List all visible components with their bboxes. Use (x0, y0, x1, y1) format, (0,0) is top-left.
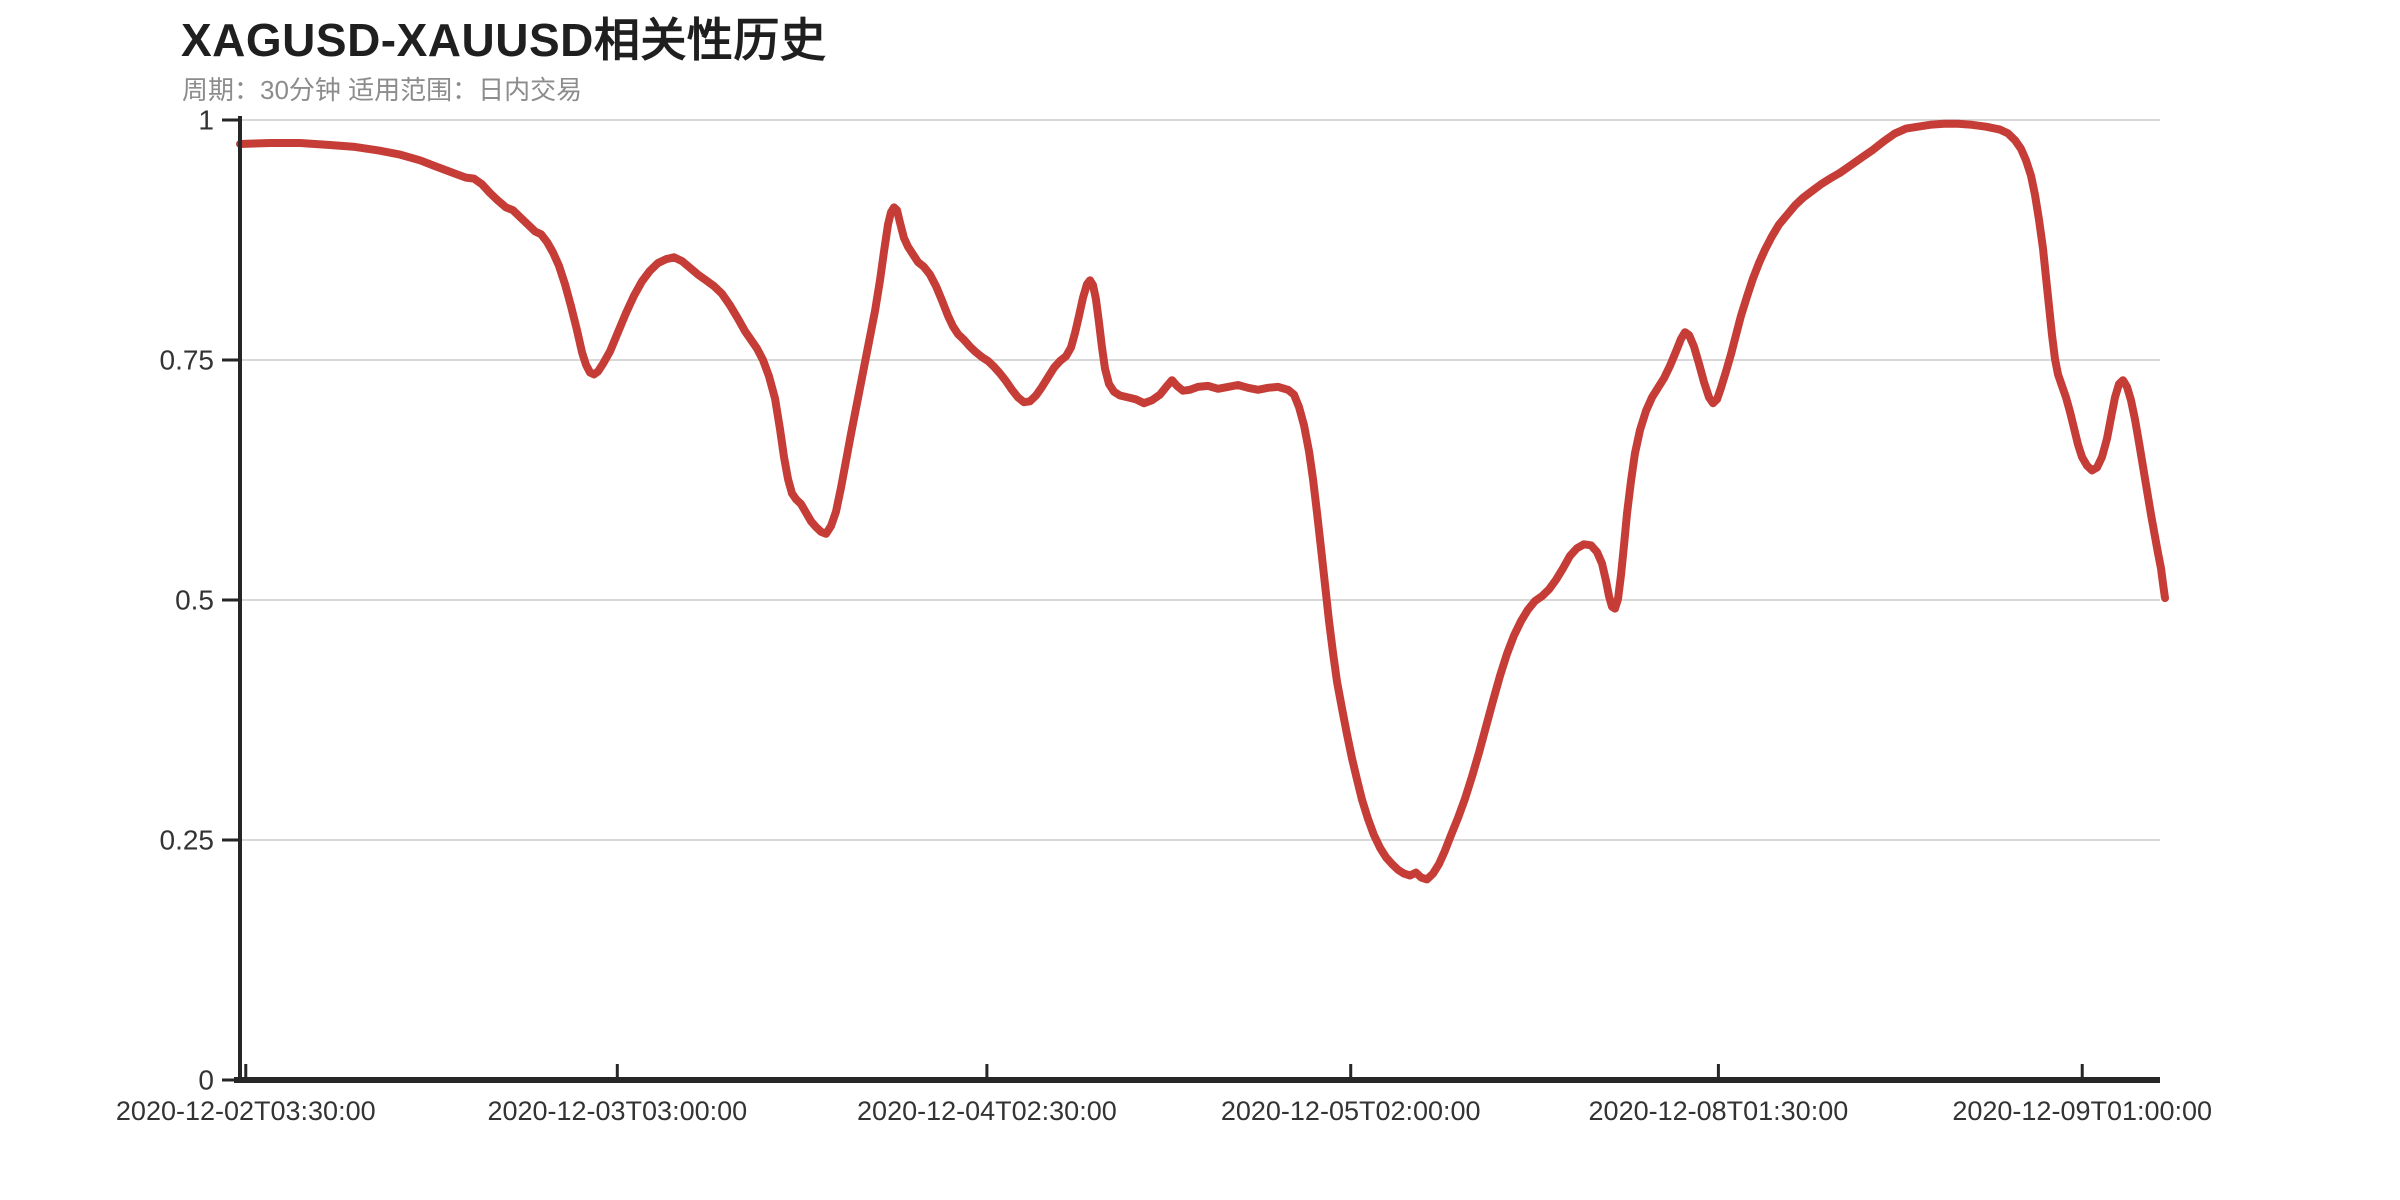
y-tick-label: 1 (198, 105, 214, 136)
y-tick-label: 0.5 (175, 585, 214, 616)
x-tick-label: 2020-12-05T02:00:00 (1221, 1096, 1481, 1126)
x-tick-label: 2020-12-08T01:30:00 (1589, 1096, 1849, 1126)
x-tick-label: 2020-12-09T01:00:00 (1952, 1096, 2212, 1126)
x-tick-label: 2020-12-02T03:30:00 (116, 1096, 376, 1126)
x-tick-label: 2020-12-04T02:30:00 (857, 1096, 1117, 1126)
y-tick-label: 0.25 (160, 825, 215, 856)
data-line (236, 119, 2169, 884)
y-tick-label: 0 (198, 1065, 214, 1096)
y-tick-label: 0.75 (160, 345, 215, 376)
x-tick-label: 2020-12-03T03:00:00 (487, 1096, 747, 1126)
chart-title: XAGUSD-XAUUSD相关性历史 (181, 14, 827, 66)
chart-subtitle: 周期：30分钟 适用范围：日内交易 (182, 75, 583, 105)
